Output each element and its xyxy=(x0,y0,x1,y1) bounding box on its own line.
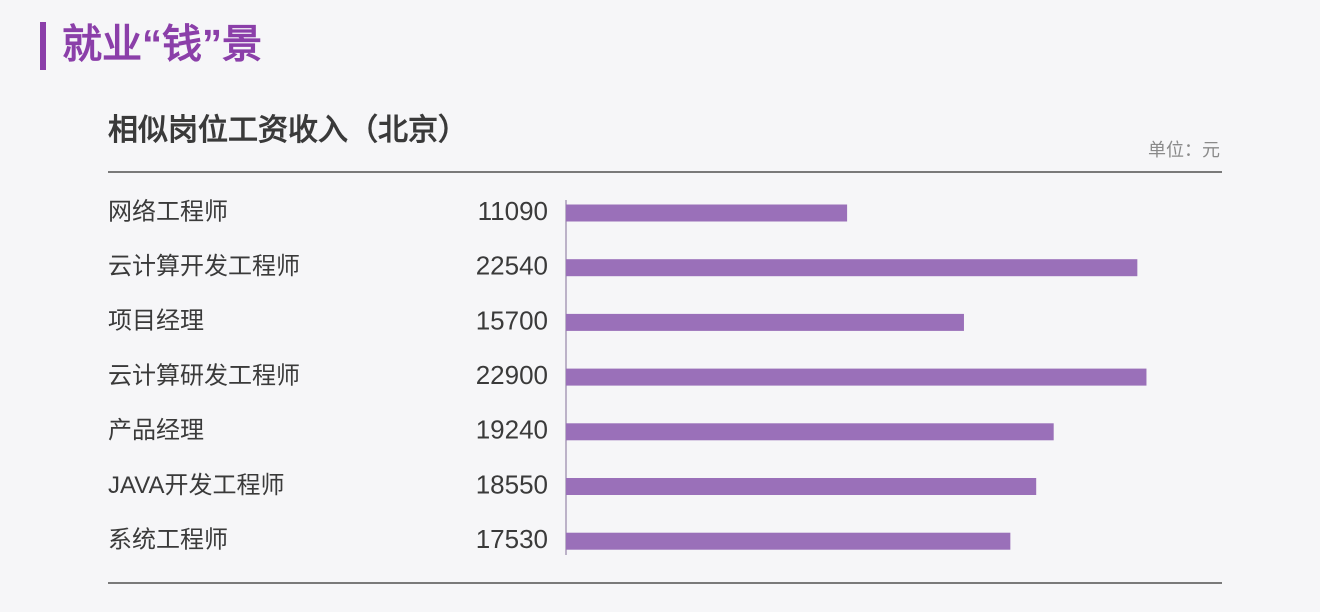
bar xyxy=(566,368,1147,386)
unit-label: 单位：元 xyxy=(1148,140,1220,160)
category-label: 云计算开发工程师 xyxy=(108,253,300,280)
chart-subtitle: 相似岗位工资收入（北京） xyxy=(108,113,468,147)
value-label: 18550 xyxy=(476,469,548,499)
category-label: 项目经理 xyxy=(108,308,204,335)
value-label: 11090 xyxy=(478,196,548,226)
bar xyxy=(566,259,1138,277)
value-label: 19240 xyxy=(476,415,548,445)
category-label: JAVA开发工程师 xyxy=(108,472,284,499)
category-label: 网络工程师 xyxy=(108,198,228,225)
value-label: 17530 xyxy=(476,524,548,554)
bar xyxy=(566,313,964,331)
bar xyxy=(566,423,1054,441)
title-accent xyxy=(40,22,46,70)
category-label: 产品经理 xyxy=(108,417,204,444)
value-label: 22540 xyxy=(476,251,548,281)
value-label: 22900 xyxy=(476,360,548,390)
category-label: 云计算研发工程师 xyxy=(108,362,300,389)
chart-title: 就业“钱”景 xyxy=(62,23,262,67)
bar xyxy=(566,478,1037,495)
bar xyxy=(566,204,848,222)
category-label: 系统工程师 xyxy=(108,527,228,554)
bar xyxy=(566,532,1011,550)
value-label: 15700 xyxy=(476,305,548,335)
